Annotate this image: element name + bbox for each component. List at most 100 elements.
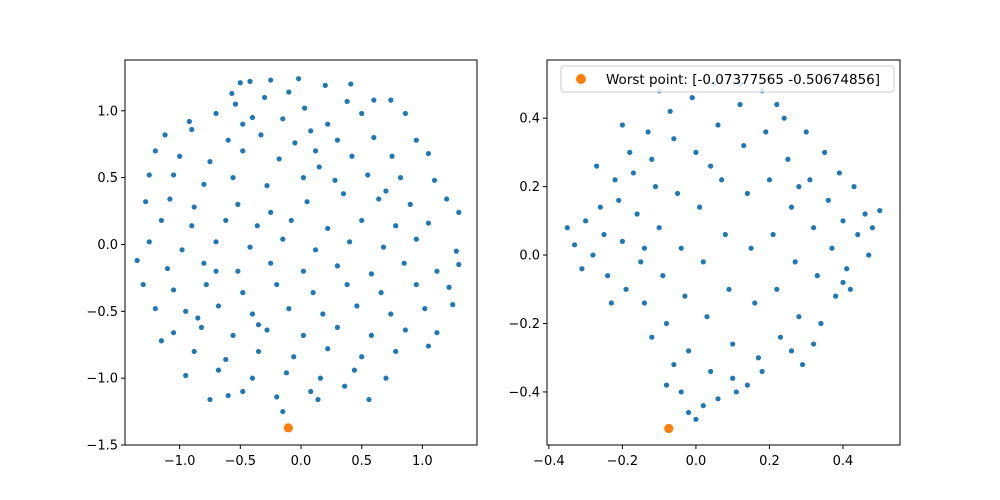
left-chart-data-point	[401, 260, 407, 266]
right-chart-data-point	[619, 122, 625, 128]
right-chart-data-point	[796, 314, 802, 320]
left-chart-data-point	[240, 148, 246, 154]
right-chart-data-point	[866, 252, 872, 258]
left-chart-data-point	[425, 150, 432, 157]
right-chart-data-point	[663, 320, 670, 327]
left-chart-data-point	[191, 348, 197, 355]
left-chart-data-point	[434, 268, 440, 274]
right-chart-axes-frame	[546, 59, 901, 446]
left-chart-x-tick-label: 1.0	[412, 454, 433, 469]
right-chart-x-tick-label: −0.2	[607, 454, 639, 469]
left-chart-data-point	[450, 302, 456, 308]
right-chart-data-point	[799, 361, 806, 368]
right-chart-data-point	[726, 286, 732, 292]
left-chart-data-point	[207, 396, 213, 403]
left-chart-data-point	[312, 247, 319, 253]
right-chart-data-point	[612, 177, 618, 183]
left-chart-data-point	[425, 220, 432, 226]
left-chart-data-point	[213, 239, 219, 245]
left-chart-data-point	[383, 375, 389, 381]
left-chart-data-point	[302, 105, 308, 111]
right-chart-data-point	[685, 348, 692, 354]
right-chart-data-point	[759, 368, 765, 375]
left-chart-data-point	[407, 201, 413, 207]
right-chart-data-point	[730, 375, 736, 381]
right-chart-data-point	[583, 218, 589, 224]
left-chart-data-point	[280, 236, 286, 242]
right-chart-data-point	[605, 273, 611, 279]
left-chart-data-point	[368, 271, 374, 277]
left-chart-data-point	[183, 372, 189, 379]
left-chart-y-tick-label: −1.5	[86, 439, 118, 454]
right-chart-data-point	[564, 225, 570, 231]
right-chart-data-point	[693, 416, 699, 422]
left-chart-data-point	[249, 375, 256, 381]
right-chart-data-point	[822, 149, 828, 155]
right-chart-data-point	[807, 177, 813, 183]
right-chart-y-tick-label: 0.4	[519, 112, 540, 127]
left-chart-data-point	[446, 284, 452, 290]
left-chart-data-point	[444, 196, 450, 202]
right-chart-data-point	[744, 190, 751, 197]
left-chart-points	[134, 76, 462, 433]
right-chart-data-point	[855, 231, 861, 238]
right-chart-data-point	[833, 293, 839, 299]
left-chart-data-point	[170, 330, 177, 336]
right-chart-data-point	[579, 266, 585, 272]
left-chart-data-point	[152, 306, 158, 312]
left-chart-data-point	[164, 265, 171, 272]
left-chart-data-point	[286, 89, 292, 95]
left-chart-data-point	[393, 223, 399, 229]
left-chart-data-point	[359, 354, 365, 360]
right-chart-data-point	[715, 122, 721, 128]
right-chart-data-point	[877, 207, 883, 214]
left-chart-data-point	[456, 209, 462, 215]
right-chart-data-point	[660, 273, 666, 279]
left-chart-data-point	[158, 338, 165, 344]
left-chart-data-point	[261, 94, 268, 101]
left-chart-data-point	[453, 248, 459, 254]
right-chart-data-point	[774, 101, 780, 108]
right-chart-data-point	[708, 163, 714, 169]
left-chart-data-point	[295, 76, 302, 82]
left-chart-data-point	[325, 121, 331, 127]
left-chart-data-point	[317, 375, 324, 381]
right-chart-data-point	[678, 245, 684, 251]
right-chart-data-point	[722, 231, 728, 238]
right-chart-data-point	[682, 293, 688, 299]
left-chart-data-point	[274, 281, 280, 288]
right-chart-data-point	[608, 300, 614, 306]
left-chart-data-point	[286, 306, 292, 312]
right-chart-y-tick-label: −0.2	[508, 317, 540, 332]
right-chart-data-point	[788, 204, 795, 210]
right-chart-data-point	[671, 136, 677, 142]
right-chart-x-tick-label: 0.0	[686, 454, 707, 469]
left-chart-data-point	[308, 128, 314, 134]
right-chart-data-point	[715, 396, 721, 402]
right-chart-data-point	[623, 286, 629, 292]
left-chart-data-point	[413, 236, 419, 242]
left-chart-x-tick-label: 0.0	[291, 454, 312, 469]
right-chart-data-point	[744, 382, 751, 388]
left-chart-data-point	[393, 348, 399, 355]
left-chart-data-point	[183, 308, 189, 314]
left-chart-data-point	[170, 287, 177, 293]
left-chart-data-point	[254, 223, 260, 229]
right-chart-data-point	[840, 218, 846, 224]
legend: Worst point: [-0.07377565 -0.50674856]	[560, 65, 895, 93]
left-chart-data-point	[203, 281, 209, 288]
legend-label: Worst point: [-0.07377565 -0.50674856]	[606, 72, 880, 88]
right-chart-data-point	[634, 211, 640, 217]
right-chart-x-tick-label: −0.4	[533, 454, 565, 469]
right-chart-data-point	[697, 204, 703, 210]
left-chart-data-point	[348, 81, 354, 87]
left-chart-data-point	[359, 110, 365, 117]
left-chart-data-point	[195, 315, 201, 321]
left-chart-data-point	[240, 121, 246, 127]
left-chart-data-point	[240, 290, 246, 296]
right-chart-y-ticks: −0.4 −0.2 0.0 0.2 0.4	[508, 112, 547, 400]
left-chart-data-point	[316, 164, 322, 170]
left-chart-data-point	[422, 306, 428, 312]
right-chart-data-point	[671, 361, 677, 368]
